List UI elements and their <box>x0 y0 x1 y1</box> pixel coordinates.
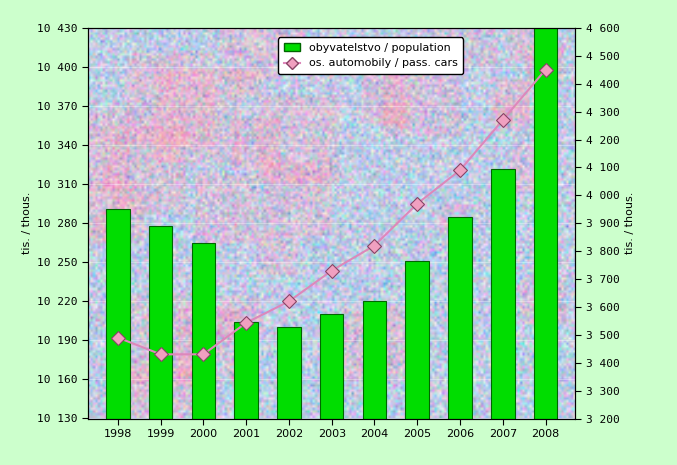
Legend: obyvatelstvo / population, os. automobily / pass. cars: obyvatelstvo / population, os. automobil… <box>278 37 464 74</box>
Bar <box>320 314 343 465</box>
Bar <box>234 322 258 465</box>
Y-axis label: tis. / thous.: tis. / thous. <box>22 192 32 254</box>
Bar <box>491 168 515 465</box>
Bar <box>192 243 215 465</box>
Bar <box>149 226 173 465</box>
Bar <box>277 327 301 465</box>
Bar <box>406 261 429 465</box>
Bar <box>448 217 472 465</box>
Bar <box>363 301 387 465</box>
Bar <box>106 209 130 465</box>
Y-axis label: tis. / thous.: tis. / thous. <box>625 192 635 254</box>
Bar <box>533 28 557 465</box>
